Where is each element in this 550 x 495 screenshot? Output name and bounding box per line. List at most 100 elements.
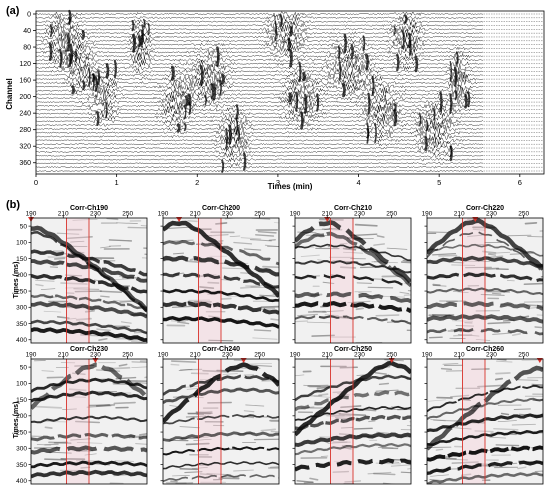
x-tick-label: 190 bbox=[158, 352, 169, 359]
noise-streak bbox=[373, 243, 385, 246]
event-mark bbox=[425, 119, 429, 131]
noise-streak bbox=[523, 282, 543, 286]
trace-line bbox=[35, 13, 483, 22]
seismic-traces bbox=[35, 11, 544, 173]
noise-streak bbox=[175, 481, 194, 484]
y-tick-label: 50 bbox=[20, 223, 28, 230]
noise-streak bbox=[185, 385, 203, 388]
x-tick-label: 190 bbox=[422, 352, 433, 359]
event-mark bbox=[295, 91, 299, 112]
y-tick-label: 160 bbox=[19, 78, 31, 85]
event-mark bbox=[365, 54, 369, 70]
event-mark bbox=[350, 44, 354, 60]
event-mark bbox=[455, 51, 459, 65]
trace-line bbox=[35, 85, 484, 95]
y-tick-label: 100 bbox=[16, 381, 27, 388]
trace-line bbox=[35, 113, 484, 122]
noise-streak bbox=[128, 436, 142, 439]
panel-frame bbox=[162, 358, 280, 485]
x-tick-label: 210 bbox=[58, 211, 69, 218]
event-mark bbox=[184, 104, 187, 120]
event-mark bbox=[131, 20, 135, 32]
noise-streak bbox=[193, 438, 212, 441]
noise-streak bbox=[488, 251, 511, 254]
trace-line bbox=[35, 92, 484, 103]
y-tick-label: 400 bbox=[16, 478, 27, 485]
event-mark bbox=[393, 25, 396, 36]
noise-streak bbox=[322, 310, 344, 313]
panel-frame bbox=[30, 358, 148, 485]
event-mark bbox=[304, 93, 308, 114]
noise-streak bbox=[472, 228, 485, 231]
x-tick-label: 210 bbox=[190, 211, 201, 218]
noise-streak bbox=[187, 220, 198, 223]
trace-line bbox=[35, 124, 484, 134]
noise-streak bbox=[495, 444, 520, 447]
y-tick-label: 250 bbox=[16, 288, 27, 295]
panel-b-ylabel-row2: Times (ms) bbox=[13, 402, 20, 439]
event-mark bbox=[71, 85, 76, 95]
event-mark bbox=[287, 37, 292, 51]
event-mark bbox=[279, 14, 283, 28]
noise-streak bbox=[450, 261, 465, 264]
noise-streak bbox=[208, 315, 221, 319]
noise-streak bbox=[376, 235, 385, 238]
event-mark bbox=[408, 32, 412, 49]
noise-streak bbox=[170, 363, 180, 366]
event-mark bbox=[235, 117, 239, 135]
y-tick-label: 280 bbox=[19, 127, 31, 134]
noise-streak bbox=[260, 305, 279, 309]
noise-streak bbox=[96, 328, 111, 332]
noise-streak bbox=[375, 314, 400, 317]
event-mark bbox=[210, 83, 214, 100]
noise-streak bbox=[100, 295, 110, 298]
x-tick-label: 250 bbox=[386, 352, 397, 359]
noise-streak bbox=[70, 240, 85, 243]
panel-frame bbox=[426, 358, 544, 485]
event-mark bbox=[343, 33, 347, 54]
x-tick-label: 250 bbox=[386, 211, 397, 218]
correlation-panel: Corr-Ch230 190 210 230 250 50 100 150 200 250 300 3… bbox=[16, 346, 148, 485]
noise-streak bbox=[56, 316, 70, 319]
trace-line bbox=[35, 120, 484, 130]
correlation-panel: Corr-Ch260 190 210 230 250 bbox=[422, 346, 544, 485]
noise-streak bbox=[430, 419, 446, 422]
noise-streak bbox=[221, 267, 249, 270]
x-tick-label: 190 bbox=[290, 352, 301, 359]
noise-streak bbox=[197, 410, 213, 414]
event-mark bbox=[132, 33, 137, 53]
noise-streak bbox=[143, 247, 147, 249]
correlation-panel: Corr-Ch210 190 210 230 250 bbox=[290, 205, 412, 344]
event-mark bbox=[289, 25, 293, 37]
noise-streak bbox=[300, 254, 320, 258]
noise-streak bbox=[172, 475, 190, 477]
panel-title: Corr-Ch200 bbox=[202, 205, 240, 212]
noise-streak bbox=[127, 226, 147, 229]
noise-streak bbox=[246, 362, 272, 365]
noise-streak bbox=[487, 321, 511, 325]
noise-streak bbox=[440, 367, 453, 371]
panel-frame bbox=[30, 217, 148, 344]
noise-streak bbox=[178, 368, 193, 371]
event-mark bbox=[105, 63, 110, 79]
noise-streak bbox=[403, 294, 411, 296]
panel-title: Corr-Ch190 bbox=[70, 205, 108, 212]
event-mark bbox=[88, 67, 91, 87]
noise-streak bbox=[354, 223, 378, 227]
event-mark bbox=[342, 82, 346, 98]
event-mark bbox=[298, 61, 302, 83]
x-tick-label: 3 bbox=[276, 178, 280, 187]
noise-streak bbox=[99, 290, 123, 294]
noise-streak bbox=[340, 426, 354, 429]
noise-streak bbox=[400, 261, 411, 264]
trace-line bbox=[35, 165, 484, 169]
noise-streak bbox=[41, 370, 54, 372]
event-mark bbox=[228, 124, 232, 145]
y-tick-label: 150 bbox=[16, 256, 27, 263]
noise-streak bbox=[430, 474, 449, 477]
trace-line bbox=[35, 116, 483, 126]
event-mark bbox=[225, 128, 229, 149]
reflector-band bbox=[295, 458, 411, 472]
x-tick-label: 230 bbox=[222, 352, 233, 359]
noise-streak bbox=[375, 389, 399, 392]
